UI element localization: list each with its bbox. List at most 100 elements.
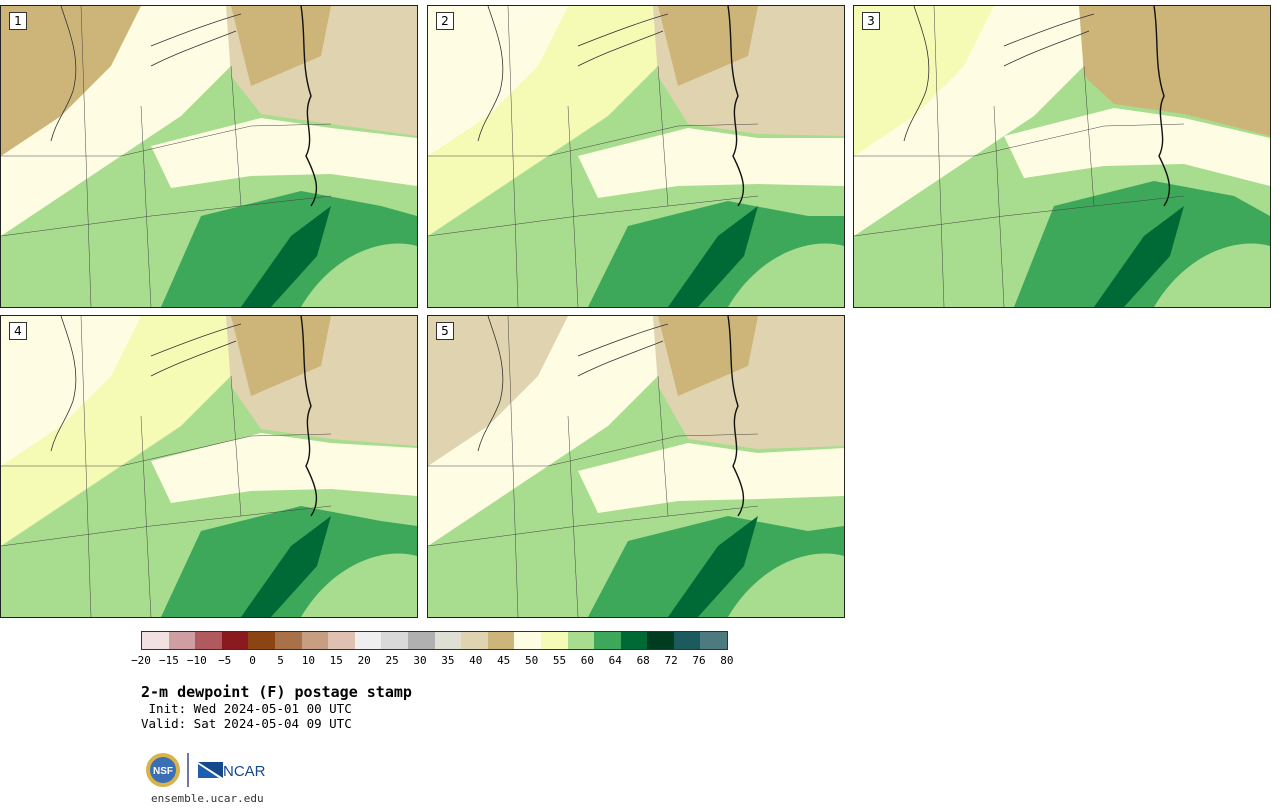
colorbar-swatch — [195, 632, 222, 649]
colorbar-swatch — [354, 632, 382, 649]
colorbar-tick-label: −10 — [186, 654, 207, 667]
field-northwest — [428, 6, 568, 156]
field-very-moist — [241, 516, 331, 617]
panel-number-3: 3 — [862, 12, 880, 30]
valid-time: Valid: Sat 2024-05-04 09 UTC — [141, 716, 352, 731]
colorbar-swatch — [567, 632, 595, 649]
dewpoint-map-3 — [854, 6, 1270, 307]
field-northwest — [1, 316, 141, 466]
field-offshore — [1154, 243, 1270, 307]
map-panel-4: 4 — [0, 315, 418, 618]
lake-michigan-outline — [477, 316, 504, 452]
lake-michigan-outline — [903, 6, 930, 142]
field-band-cream — [578, 443, 844, 513]
dewpoint-map-5 — [428, 316, 844, 617]
colorbar-swatch — [434, 632, 462, 649]
colorbar-tick-label: 5 — [277, 654, 284, 667]
colorbar-swatch — [620, 632, 648, 649]
field-offshore — [728, 243, 844, 307]
panel-number-2: 2 — [436, 12, 454, 30]
colorbar-tick-label: 45 — [497, 654, 511, 667]
field-very-moist — [241, 206, 331, 307]
panel-number-4: 4 — [9, 322, 27, 340]
atlantic-coastline — [300, 6, 318, 207]
colorbar-tick-label: 15 — [329, 654, 343, 667]
colorbar-swatch — [647, 632, 674, 649]
state-borders — [1, 6, 332, 307]
colorbar-tick-label: 40 — [469, 654, 483, 667]
field-band-cream — [578, 128, 844, 198]
colorbar-tick-label: 80 — [720, 654, 734, 667]
colorbar-tick-label: 60 — [580, 654, 595, 667]
field-northwest — [854, 6, 994, 156]
colorbar-swatch — [514, 632, 541, 649]
dewpoint-map-1 — [1, 6, 417, 307]
colorbar-swatch — [487, 632, 515, 649]
atlantic-coastline — [727, 316, 745, 517]
colorbar-swatch — [673, 632, 701, 649]
field-band-cream — [151, 433, 417, 503]
colorbar-tick-label: 30 — [413, 654, 427, 667]
dewpoint-map-4 — [1, 316, 417, 617]
sponsor-logos: NSF NCAR — [146, 753, 266, 787]
field-very-moist — [1094, 206, 1184, 307]
state-borders — [428, 316, 759, 617]
atlantic-coastline — [1153, 6, 1171, 207]
lake-michigan-outline — [477, 6, 504, 142]
field-northeast-dark — [231, 6, 331, 86]
great-lakes-outline — [150, 323, 242, 377]
panel-number-1: 1 — [9, 12, 27, 30]
colorbar-tick-label: 55 — [552, 654, 567, 667]
field-northwest — [428, 316, 568, 466]
colorbar-swatch — [274, 632, 302, 649]
colorbar-tick-label: 10 — [301, 654, 316, 667]
great-lakes-outline — [577, 323, 669, 377]
nsf-logo: NSF — [146, 753, 180, 787]
colorbar-swatch — [381, 632, 408, 649]
colorbar-swatch — [221, 632, 249, 649]
field-band-cream — [1004, 108, 1270, 186]
colorbar-ticks: −20 −15 −10 −5 0 5 10 15 20 25 30 35 40 45 50 55 60 64 68 7… — [131, 654, 761, 668]
colorbar-tick-label: 50 — [524, 654, 539, 667]
colorbar-swatch — [301, 632, 329, 649]
site-url: ensemble.ucar.edu — [151, 792, 264, 805]
dewpoint-map-2 — [428, 6, 844, 307]
colorbar-swatch — [328, 632, 355, 649]
colorbar-tick-label: 64 — [608, 654, 622, 667]
colorbar-swatch — [142, 632, 169, 649]
field-northeast-dark — [658, 6, 758, 86]
colorbar-swatch — [168, 632, 196, 649]
great-lakes-outline — [1003, 13, 1095, 67]
figure-title: 2-m dewpoint (F) postage stamp — [141, 683, 412, 701]
colorbar-tick-label: 0 — [249, 654, 256, 667]
map-panel-1: 1 — [0, 5, 418, 308]
ncar-logo-text: NCAR — [223, 763, 266, 780]
field-very-moist — [668, 206, 758, 307]
field-offshore — [728, 553, 844, 617]
colorbar-swatch — [461, 632, 488, 649]
lake-michigan-outline — [50, 316, 77, 452]
init-time: Init: Wed 2024-05-01 00 UTC — [141, 701, 352, 716]
colorbar-swatch — [540, 632, 568, 649]
state-borders — [854, 6, 1185, 307]
colorbar-tick-label: 20 — [357, 654, 371, 667]
colorbar-tick-label: 72 — [664, 654, 678, 667]
state-borders — [1, 316, 332, 617]
colorbar-tick-label: 76 — [692, 654, 706, 667]
colorbar — [141, 631, 729, 650]
field-northeast-dark — [1084, 6, 1184, 86]
colorbar-swatch — [407, 632, 435, 649]
colorbar-tick-label: −15 — [158, 654, 179, 667]
colorbar-swatch — [248, 632, 275, 649]
field-northeast-dark — [658, 316, 758, 396]
field-northwest — [1, 6, 141, 156]
state-borders — [428, 6, 759, 307]
lake-michigan-outline — [50, 6, 77, 142]
colorbar-tick-label: 25 — [385, 654, 399, 667]
field-band-cream — [151, 118, 417, 188]
atlantic-coastline — [300, 316, 318, 517]
map-panel-2: 2 — [427, 5, 845, 308]
atlantic-coastline — [727, 6, 745, 207]
great-lakes-outline — [150, 13, 242, 67]
field-very-moist — [668, 516, 758, 617]
